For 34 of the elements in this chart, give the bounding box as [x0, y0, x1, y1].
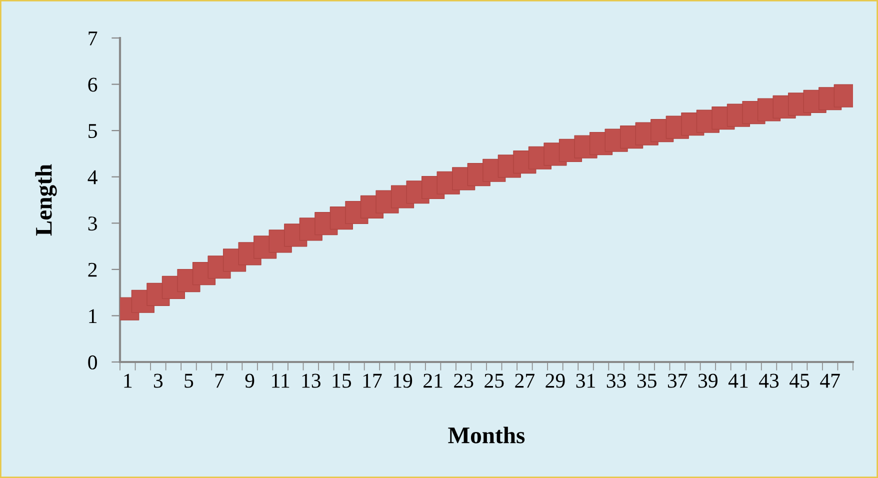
y-tick-label: 1: [89, 309, 97, 323]
y-tick-label: 3: [88, 216, 97, 231]
y-tick-label: 0: [88, 355, 97, 370]
x-tick-label: 1: [124, 374, 132, 388]
y-tick-label: 4: [88, 170, 98, 184]
x-tick-label: 31: [576, 374, 595, 388]
x-tick-label: 21: [424, 374, 442, 388]
x-tick-label: 37: [668, 374, 688, 388]
x-tick-label: 9: [245, 374, 254, 388]
x-tick-label: 7: [215, 374, 224, 388]
x-tick-label: 19: [394, 374, 412, 388]
x-tick-label: 5: [184, 374, 194, 388]
x-tick-label: 23: [454, 374, 474, 388]
x-tick-label: 45: [790, 374, 810, 388]
x-tick-label: 27: [515, 374, 534, 388]
x-tick-label: 35: [637, 374, 656, 388]
x-tick-label: 43: [759, 374, 779, 388]
y-tick-label: 6: [88, 78, 98, 92]
x-tick-label: 39: [698, 374, 718, 388]
y-axis-title: Length: [35, 164, 57, 236]
x-tick-label: 13: [302, 374, 320, 388]
x-tick-label: 11: [272, 374, 290, 388]
x-tick-label: 33: [606, 374, 626, 388]
x-tick-label: 25: [484, 374, 504, 388]
y-tick-label: 2: [88, 262, 97, 277]
x-tick-label: 17: [363, 374, 382, 388]
x-axis-title: Months: [448, 426, 525, 444]
x-tick-label: 15: [332, 374, 352, 388]
y-tick-label: 7: [88, 32, 98, 46]
x-tick-label: 3: [154, 374, 163, 388]
x-tick-label: 41: [728, 374, 748, 388]
x-tick-label: 47: [820, 374, 840, 388]
x-tick-label: 29: [546, 374, 565, 388]
y-tick-label: 5: [88, 124, 97, 138]
